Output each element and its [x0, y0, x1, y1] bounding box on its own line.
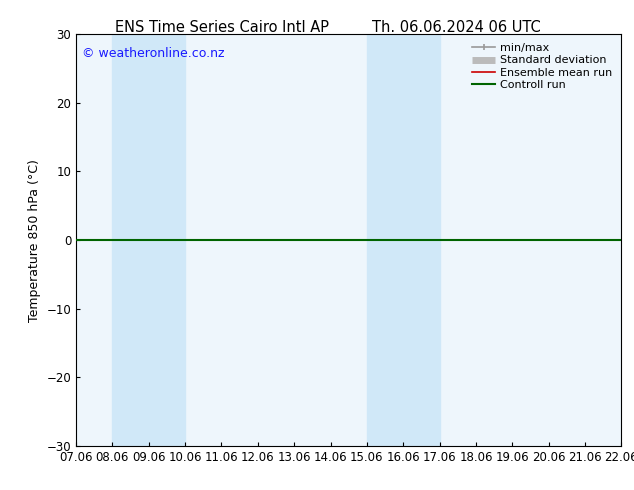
Y-axis label: Temperature 850 hPa (°C): Temperature 850 hPa (°C)	[28, 159, 41, 321]
Text: © weatheronline.co.nz: © weatheronline.co.nz	[82, 47, 224, 60]
Bar	[112, 34, 185, 446]
Bar	[367, 34, 439, 446]
Text: ENS Time Series Cairo Intl AP: ENS Time Series Cairo Intl AP	[115, 20, 329, 35]
Text: Th. 06.06.2024 06 UTC: Th. 06.06.2024 06 UTC	[372, 20, 541, 35]
Legend: min/max, Standard deviation, Ensemble mean run, Controll run: min/max, Standard deviation, Ensemble me…	[469, 40, 616, 93]
